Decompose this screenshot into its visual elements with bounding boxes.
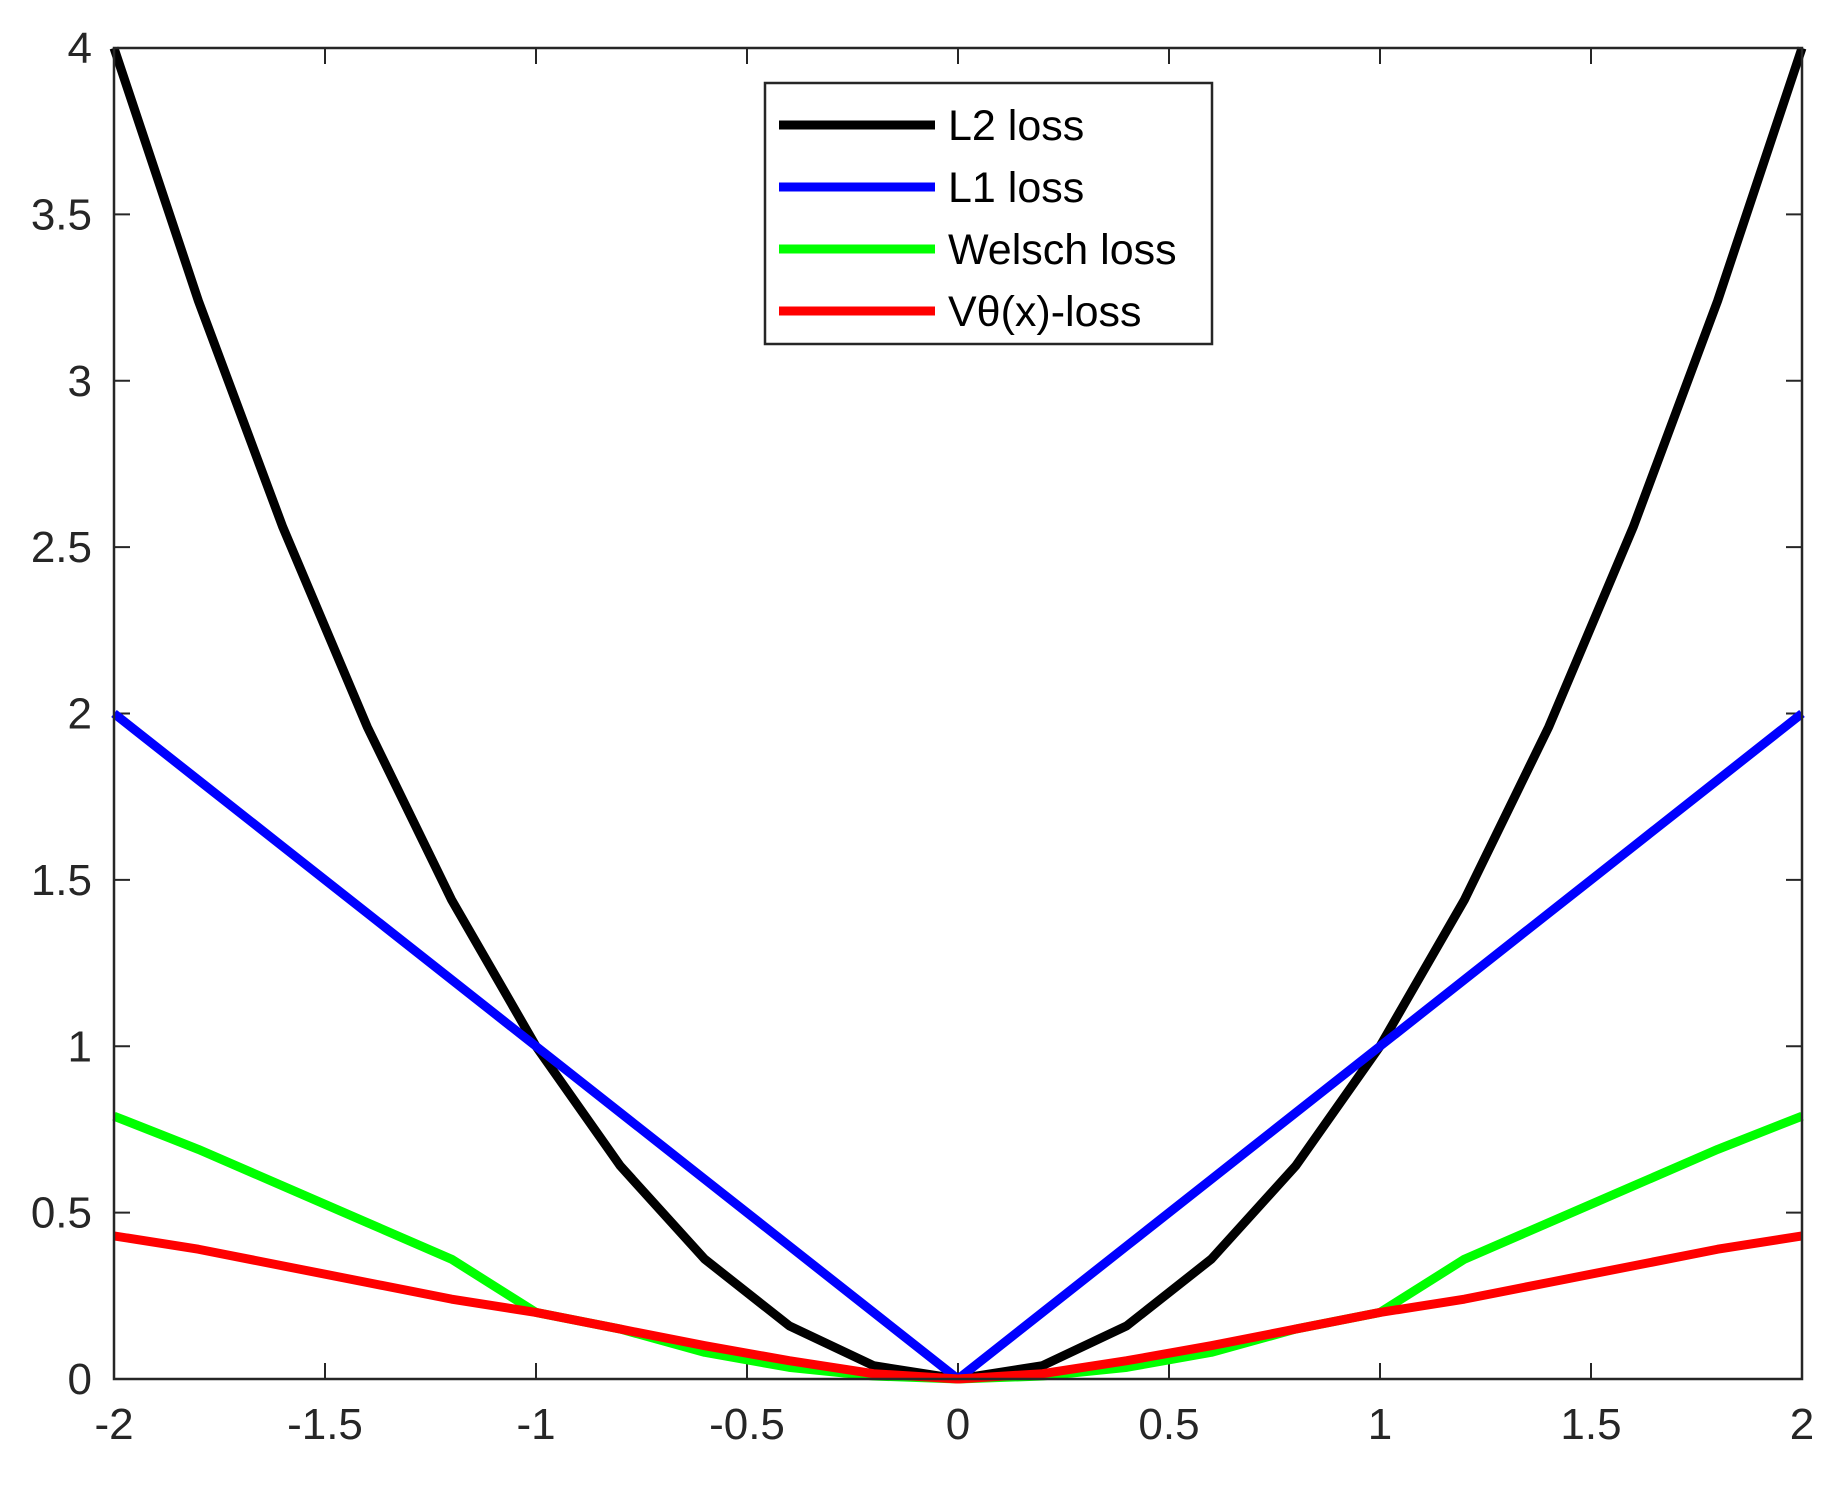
y-tick-label: 0 <box>68 1355 92 1404</box>
y-tick-label: 1.5 <box>31 856 92 905</box>
x-tick-label: -1.5 <box>287 1400 363 1449</box>
y-tick-label: 3 <box>68 357 92 406</box>
x-tick-label: -0.5 <box>709 1400 785 1449</box>
x-tick-label: 1.5 <box>1560 1400 1621 1449</box>
x-tick-label: 2 <box>1790 1400 1814 1449</box>
legend-label: L2 loss <box>948 102 1084 150</box>
x-tick-label: -1 <box>516 1400 555 1449</box>
x-tick-label: 0.5 <box>1138 1400 1199 1449</box>
legend-label: L1 loss <box>948 164 1084 212</box>
x-tick-label: 0 <box>946 1400 970 1449</box>
y-axis-tick-labels: 0 0.5 1 1.5 2 2.5 3 3.5 4 <box>31 24 92 1404</box>
y-tick-label: 4 <box>68 24 92 73</box>
y-tick-label: 3.5 <box>31 190 92 239</box>
y-tick-label: 0.5 <box>31 1189 92 1238</box>
plot-frame <box>112 46 1804 1381</box>
y-tick-label: 1 <box>68 1022 92 1071</box>
x-axis-tick-labels: -2 -1.5 -1 -0.5 0 0.5 1 1.5 2 <box>94 1400 1814 1449</box>
x-tick-label: 1 <box>1368 1400 1392 1449</box>
legend-label: Welsch loss <box>948 226 1177 274</box>
y-tick-label: 2.5 <box>31 523 92 572</box>
legend-label: Vθ(x)-loss <box>948 288 1142 336</box>
legend: L2 loss L1 loss Welsch loss Vθ(x)-loss <box>763 81 1214 346</box>
x-tick-label: -2 <box>94 1400 133 1449</box>
y-tick-label: 2 <box>68 690 92 739</box>
